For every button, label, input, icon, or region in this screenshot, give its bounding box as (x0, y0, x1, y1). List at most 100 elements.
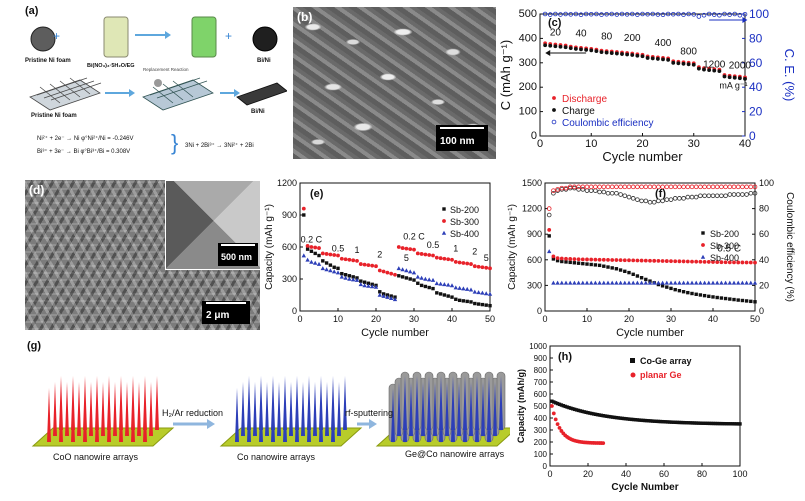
charge-point (686, 62, 691, 67)
ce-point (573, 11, 579, 17)
process-arrowhead (207, 419, 215, 429)
f-sb200-ce-point (727, 192, 733, 197)
co-ge-point (595, 412, 600, 417)
nanowire (265, 382, 269, 436)
charge-point (707, 68, 712, 73)
f-sb300-ce-point (593, 184, 598, 190)
f-sb300-ce-point (660, 184, 665, 190)
f-sb300-ce-point (752, 184, 758, 190)
co-ge-point (590, 411, 594, 416)
e-Sb-400-point (415, 274, 420, 279)
nanowire (247, 376, 251, 430)
charge-point (594, 49, 599, 54)
f-sb400-point (723, 280, 728, 285)
planar-ge-point (553, 417, 558, 422)
charge-point (712, 68, 717, 73)
co-ge-point (555, 401, 560, 406)
co-ge-point (730, 422, 735, 426)
f-sb300-ce-point (677, 184, 682, 190)
f-sb300-ce-point (551, 188, 556, 193)
y-tick-label: 300 (282, 274, 297, 284)
f-sb400-point (748, 280, 753, 285)
panel-label-c: (c) (548, 17, 562, 29)
nanowire (391, 388, 395, 442)
f-sb400-point (668, 280, 674, 285)
panel-d-sem-image: (d) 500 nm 2 μm (25, 180, 260, 330)
nanowire (487, 376, 491, 430)
e-Sb-300-point (381, 269, 386, 274)
f-sb200-ce-point (605, 190, 611, 196)
ce-point (558, 12, 563, 17)
nanowire (409, 382, 413, 436)
e-Sb-300-point (328, 252, 333, 257)
e-Sb-300-point (317, 246, 321, 250)
co-ge-point (580, 409, 584, 414)
legend-marker (701, 243, 705, 247)
charge-point (727, 75, 732, 80)
co-ge-point (683, 420, 687, 425)
f-sb300-ce-point (618, 184, 623, 190)
y-tick-label: 600 (282, 242, 297, 252)
nanowire (397, 382, 401, 436)
e-Sb-200-point (328, 263, 333, 267)
y2-tick-label: 80 (759, 204, 769, 214)
f-sb200-ce-point (546, 212, 552, 218)
e-Sb-300-point (408, 247, 413, 252)
f-sb200-point (585, 262, 589, 266)
e-Sb-200-point (324, 261, 329, 265)
nanowire (235, 388, 239, 442)
nanowire (101, 382, 105, 436)
co-ge-point (576, 408, 581, 413)
ce-point (701, 12, 707, 18)
f-sb200-ce-point (735, 192, 741, 197)
ce-point (691, 12, 697, 17)
charge-point (722, 74, 727, 79)
ce-point (711, 12, 717, 17)
f-sb200-point (702, 293, 707, 298)
co-ge-point (565, 405, 569, 409)
f-sb200-ce-point (672, 196, 678, 201)
f-sb200-ce-point (698, 193, 703, 199)
nanowire (149, 382, 153, 436)
f-sb400-point (618, 280, 623, 285)
e-Sb-300-point (320, 251, 325, 256)
f-sb300-ce-point (706, 184, 712, 190)
f-sb300-point (706, 260, 711, 264)
legend-marker (630, 372, 636, 378)
f-sb300-ce-point (647, 184, 653, 190)
f-sb400-point (572, 280, 577, 285)
co-ge-point (660, 419, 664, 424)
e-Sb-300-point (324, 252, 329, 256)
co-ge-point (611, 415, 615, 419)
nanowire (131, 376, 135, 430)
nanowire (343, 376, 347, 430)
e-Sb-200-point (484, 303, 488, 307)
ce-point (732, 11, 738, 17)
a-row1-label-1: Pristine Ni foam (25, 58, 71, 64)
e-Sb-400-point (343, 275, 348, 280)
e-Sb-200-point (454, 297, 458, 301)
x-tick-label: 40 (621, 469, 631, 479)
e-Sb-200-point (309, 249, 314, 253)
f-sb200-ce-point (723, 193, 728, 199)
e-Sb-200-point (461, 299, 466, 303)
f-sb400-point (559, 280, 564, 285)
panel-f: 0 10 20 30 40 50 0 300 600 900 1200 1500 Cycle numbe… (505, 175, 798, 340)
co-ge-point (597, 413, 602, 417)
e-Sb-400-point (351, 277, 356, 282)
co-ge-point (734, 422, 738, 426)
a-row1-label-2: Bi(NO₃)₃·5H₂O/EG (87, 63, 135, 69)
f-sb300-ce-point (614, 184, 619, 190)
y-axis-label: Capacity (mAh g⁻¹) (264, 204, 275, 290)
process-arrowhead (369, 419, 377, 429)
y-tick-label: 1000 (529, 342, 547, 351)
ce-point (635, 12, 640, 17)
f-sb300-ce-point (710, 184, 716, 190)
y-tick-label: 200 (534, 438, 548, 447)
e-Sb-300-point (415, 251, 420, 256)
f-sb200-point (597, 263, 602, 268)
ce-point (583, 11, 589, 17)
f-sb400-point (673, 280, 678, 285)
f-sb300-point (748, 260, 753, 265)
f-sb200-ce-point (740, 192, 745, 197)
